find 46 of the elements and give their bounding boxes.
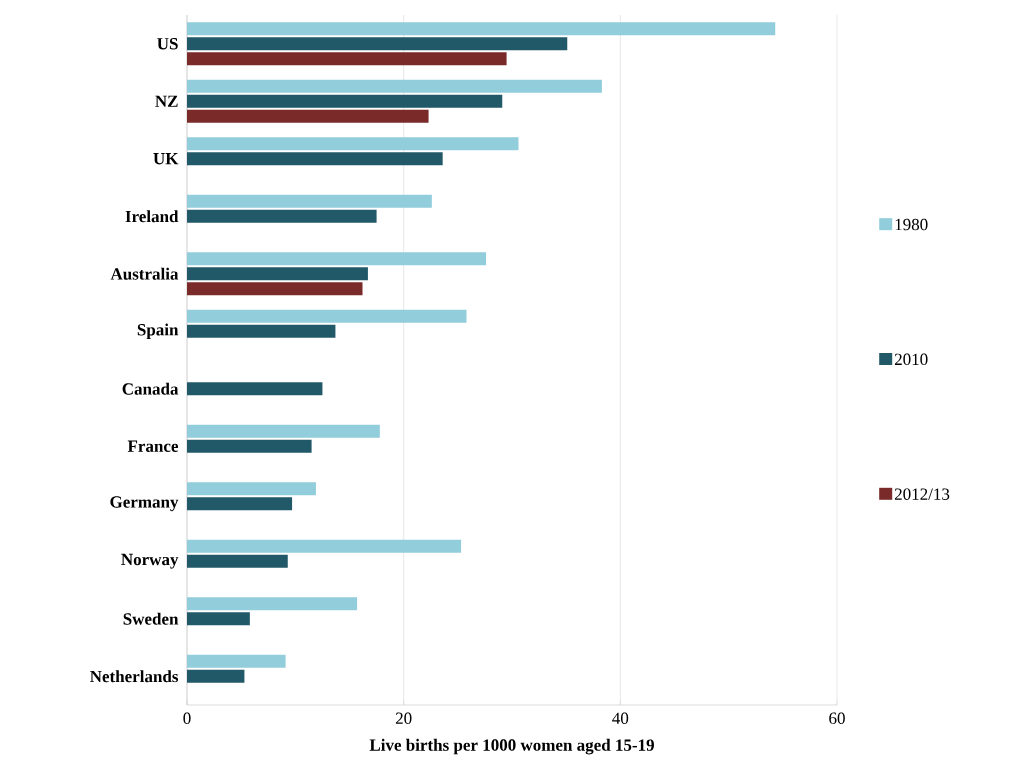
y-tick-label: France <box>127 440 179 452</box>
bar <box>187 152 443 166</box>
y-tick-label: UK <box>153 153 179 165</box>
y-tick-label: US <box>157 38 178 50</box>
y-tick-label: Germany <box>110 496 179 512</box>
bar <box>187 612 250 626</box>
y-tick-label: Canada <box>122 382 179 395</box>
bar <box>187 252 486 266</box>
bar <box>187 669 245 683</box>
bar <box>187 382 323 396</box>
bar <box>187 424 380 438</box>
y-tick-label: Spain <box>137 323 179 339</box>
bar <box>187 52 507 66</box>
y-tick-label: Australia <box>110 267 179 280</box>
y-tick-label: Norway <box>121 553 179 569</box>
x-tick-label: 0 <box>183 712 191 725</box>
bar <box>187 539 462 553</box>
legend-label: 2010 <box>894 353 928 366</box>
bar <box>187 209 377 223</box>
bar <box>187 309 467 323</box>
bar <box>187 482 316 496</box>
bar <box>187 324 336 338</box>
x-axis-title: Live births per 1000 women aged 15-19 <box>369 738 654 755</box>
bar <box>187 654 286 668</box>
bar <box>187 109 429 123</box>
bar <box>187 37 568 51</box>
y-tick-label: Sweden <box>123 612 179 625</box>
bar <box>187 22 776 36</box>
bar <box>187 137 519 151</box>
x-tick-label: 60 <box>829 712 845 725</box>
bar <box>187 267 368 281</box>
legend-label: 2012/13 <box>894 488 950 500</box>
bar <box>187 94 503 108</box>
bar <box>187 194 432 208</box>
bar <box>187 79 602 93</box>
bar <box>187 597 358 611</box>
bar <box>187 439 312 453</box>
bar <box>187 497 293 511</box>
x-tick-label: 40 <box>612 712 629 725</box>
bar <box>187 554 288 568</box>
x-tick-label: 20 <box>395 712 412 725</box>
y-tick-label: NZ <box>155 95 178 107</box>
legend-label: 1980 <box>895 218 928 231</box>
bar <box>187 282 363 296</box>
y-tick-label: Ireland <box>125 210 179 223</box>
y-tick-label: Netherlands <box>90 670 179 683</box>
